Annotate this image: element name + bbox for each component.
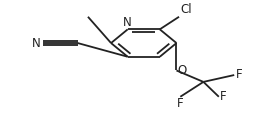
Text: N: N [123,16,132,29]
Text: N: N [32,37,41,50]
Text: Cl: Cl [180,3,192,16]
Text: O: O [178,64,187,77]
Text: F: F [177,97,184,110]
Text: F: F [236,68,242,81]
Text: F: F [220,90,227,103]
